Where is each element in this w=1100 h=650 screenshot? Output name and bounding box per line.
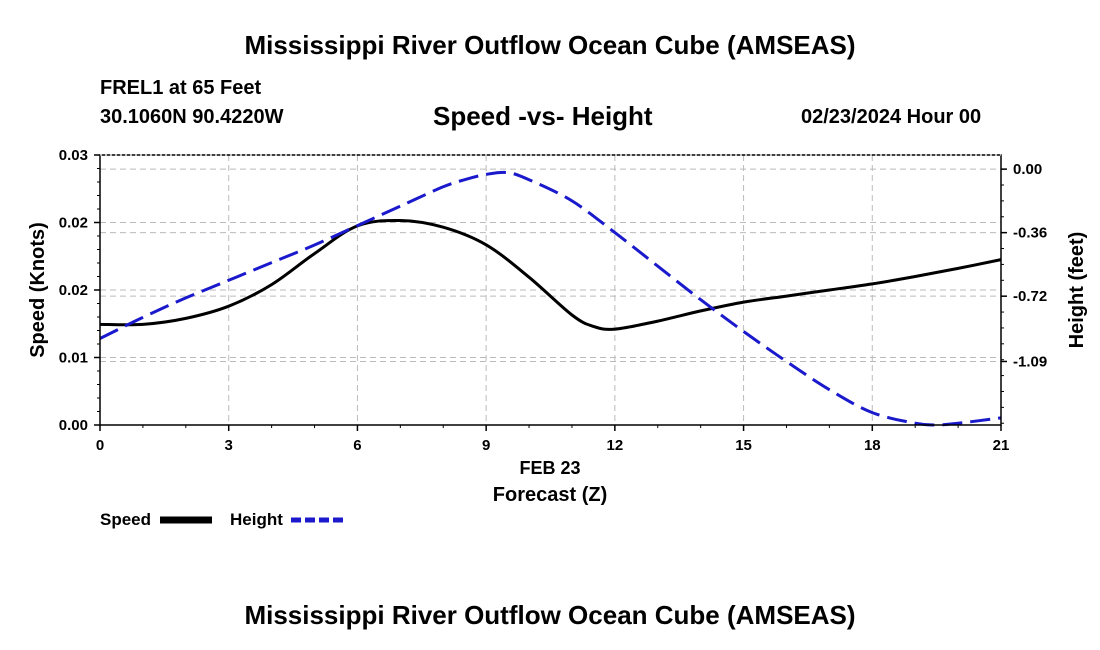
x-tick-label: 18 [864,437,881,454]
y2-axis-label: Height (feet) [1066,232,1088,349]
footer-title: Mississippi River Outflow Ocean Cube (AM… [244,600,856,630]
legend: Speed Height [100,510,343,529]
series-line-speed [99,218,1002,331]
y-tick-label: 0.02 [59,282,88,299]
series-layer [99,170,1002,427]
x-tick-label: 12 [607,437,624,454]
y2-tick-label: -0.72 [1013,288,1047,305]
main-title: Mississippi River Outflow Ocean Cube (AM… [244,30,856,60]
x-tick-label: 9 [482,437,490,454]
chart-subtitle: Speed -vs- Height [433,101,653,131]
station-coords: 30.1060N 90.4220W [100,106,284,128]
y-tick-label: 0.02 [59,215,88,232]
chart-date: 02/23/2024 Hour 00 [801,106,982,128]
y-tick-label: 0.00 [59,417,88,434]
x-axis-date-label: FEB 23 [519,458,580,478]
y-axis-label: Speed (Knots) [27,222,49,358]
ticks-layer: 0 3 6 9 12 15 18 21 0.00 0.01 0.02 0.02 0.03 0.00 -0.3… [59,147,1047,454]
y2-tick-label: -0.36 [1013,225,1047,242]
y2-tick-label: -1.09 [1013,353,1047,370]
grid-layer [100,155,1001,425]
x-tick-label: 3 [225,437,233,454]
x-tick-label: 15 [735,437,752,454]
station-name: FREL1 at 65 Feet [100,77,262,99]
y-tick-label: 0.03 [59,147,88,164]
series-line-height [99,170,1002,427]
x-tick-label: 0 [96,437,104,454]
x-axis-label: Forecast (Z) [493,484,607,506]
x-tick-label: 6 [353,437,361,454]
legend-label-speed: Speed [100,510,151,529]
legend-label-height: Height [230,510,283,529]
y2-tick-label: 0.00 [1013,161,1042,178]
x-tick-label: 21 [993,437,1010,454]
y-tick-label: 0.01 [59,350,88,367]
